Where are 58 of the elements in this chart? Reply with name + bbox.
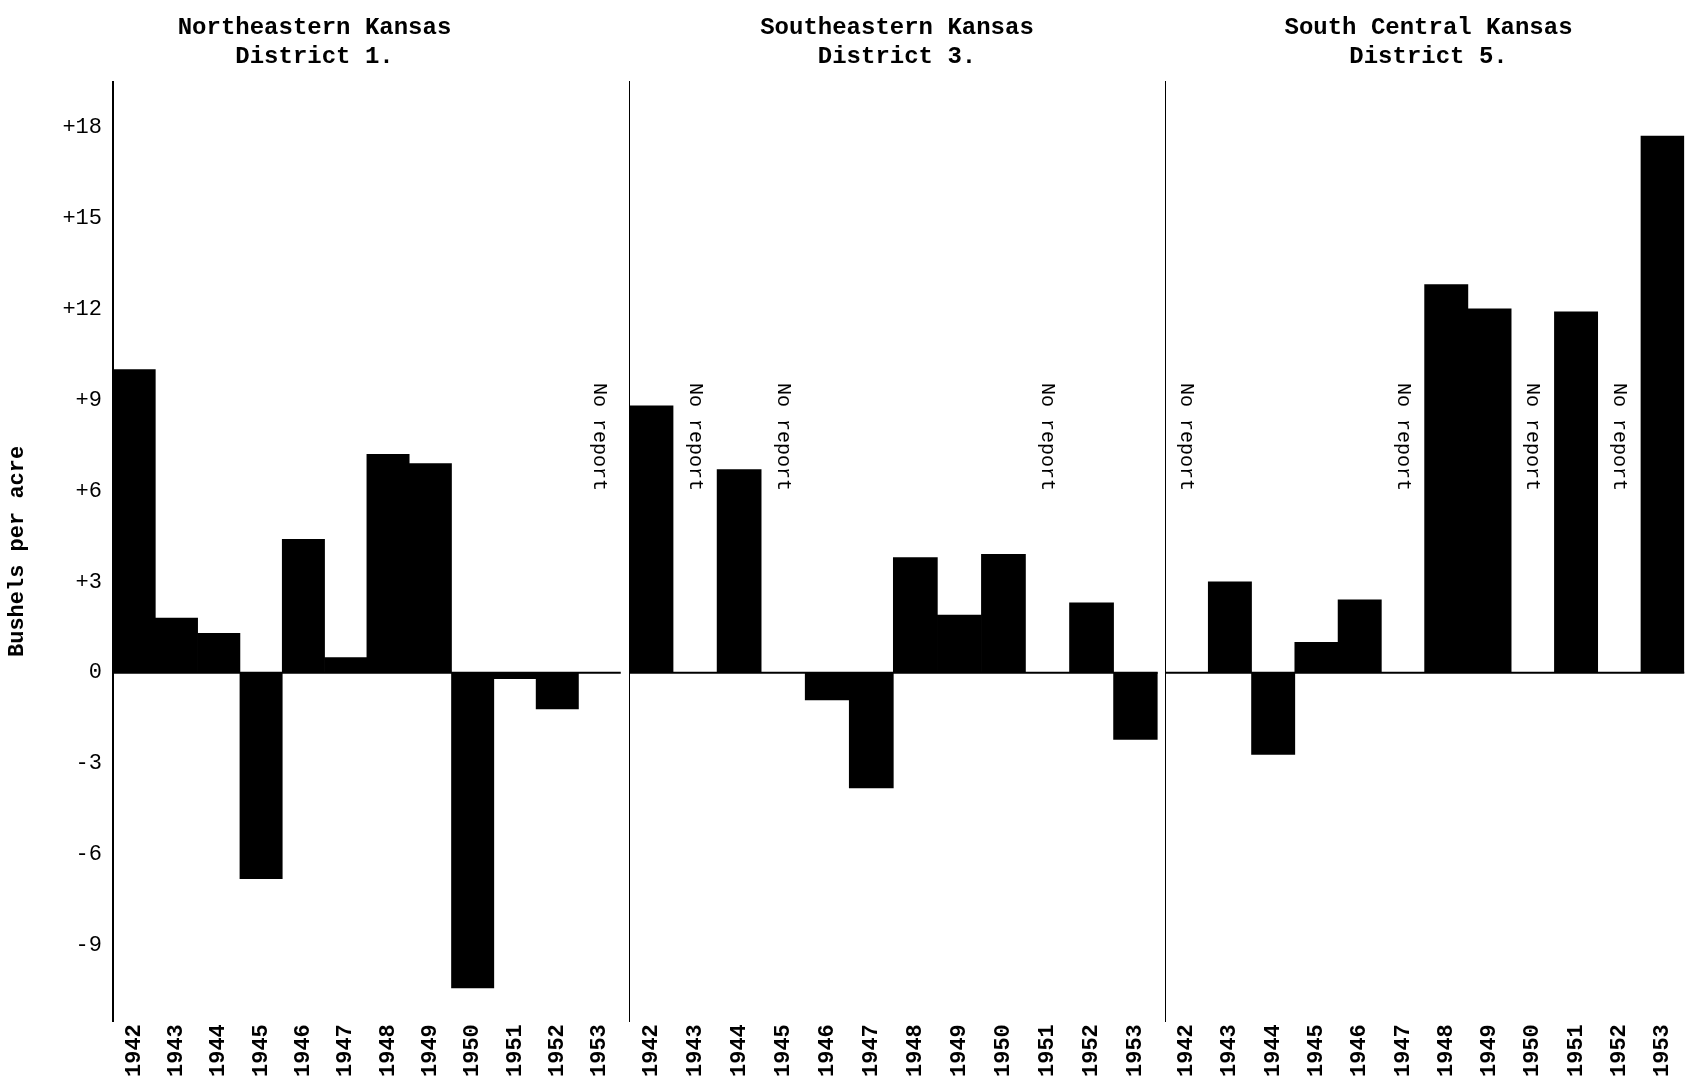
x-tick-label: 1952 [1606, 1024, 1632, 1077]
x-tick-label: 1946 [290, 1024, 316, 1077]
x-tick-label: 1943 [1217, 1024, 1243, 1077]
annotation: No report [1175, 383, 1199, 492]
y-tick-label: -9 [75, 933, 102, 959]
annotation: No report [1391, 383, 1415, 492]
x-tick-label: 1945 [1303, 1024, 1329, 1077]
x-tick-label: 1949 [1477, 1024, 1503, 1077]
y-tick-label: +6 [75, 478, 102, 504]
annotation: No report [1521, 383, 1545, 492]
x-tick-label: 1949 [946, 1024, 972, 1077]
y-tick-label: +18 [62, 114, 102, 140]
chart-title: Northeastern Kansas District 1. [177, 14, 452, 71]
x-tick-label: 1943 [682, 1024, 708, 1077]
x-tick-label: 1948 [902, 1024, 928, 1077]
x-tick-label: 1944 [206, 1024, 232, 1077]
x-tick-label: 1946 [1347, 1024, 1373, 1077]
x-tick-label: 1944 [726, 1024, 752, 1077]
x-tick-label: 1951 [1563, 1024, 1589, 1077]
x-tick-label: 1952 [544, 1024, 570, 1077]
x-tick-label: 1942 [121, 1024, 147, 1077]
x-tick-label: 1943 [164, 1024, 190, 1077]
y-tick-label: +3 [75, 569, 102, 595]
x-tick-label: 1942 [638, 1024, 664, 1077]
annotation: No report [683, 383, 707, 492]
x-tick-label: 1950 [990, 1024, 1016, 1077]
chart-title: Southeastern Kansas District 3. [760, 14, 1034, 71]
y-tick-label: +15 [62, 205, 102, 231]
x-tick-label: 1952 [1079, 1024, 1105, 1077]
x-tick-label: 1947 [1390, 1024, 1416, 1077]
x-tick-label: 1950 [460, 1024, 486, 1077]
x-tick-label: 1950 [1520, 1024, 1546, 1077]
annotation: No report [1036, 383, 1060, 492]
y-tick-label: +9 [75, 387, 102, 413]
x-tick-label: 1944 [1260, 1024, 1286, 1077]
annotation: No report [1608, 383, 1632, 492]
y-tick-label: -6 [75, 842, 102, 868]
chart-title: South Central Kansas District 5. [1284, 14, 1573, 71]
x-tick-label: 1947 [858, 1024, 884, 1077]
x-tick-label: 1949 [417, 1024, 443, 1077]
x-tick-label: 1942 [1174, 1024, 1200, 1077]
x-tick-label: 1951 [1035, 1024, 1061, 1077]
x-tick-label: 1948 [1433, 1024, 1459, 1077]
y-tick-label: -3 [75, 751, 102, 777]
x-tick-label: 1948 [375, 1024, 401, 1077]
x-tick-label: 1947 [333, 1024, 359, 1077]
x-tick-label: 1945 [248, 1024, 274, 1077]
x-tick-label: 1953 [1123, 1024, 1149, 1077]
annotation: No report [588, 383, 612, 492]
x-tick-label: 1953 [587, 1024, 613, 1077]
x-tick-label: 1951 [502, 1024, 528, 1077]
y-tick-label: +12 [62, 296, 102, 322]
annotation: No report [771, 383, 795, 492]
y-tick-label: 0 [88, 660, 102, 686]
x-tick-label: 1953 [1650, 1024, 1676, 1077]
x-tick-label: 1945 [770, 1024, 796, 1077]
x-tick-label: 1946 [814, 1024, 840, 1077]
y-axis-title: Bushels per acre [4, 445, 30, 658]
